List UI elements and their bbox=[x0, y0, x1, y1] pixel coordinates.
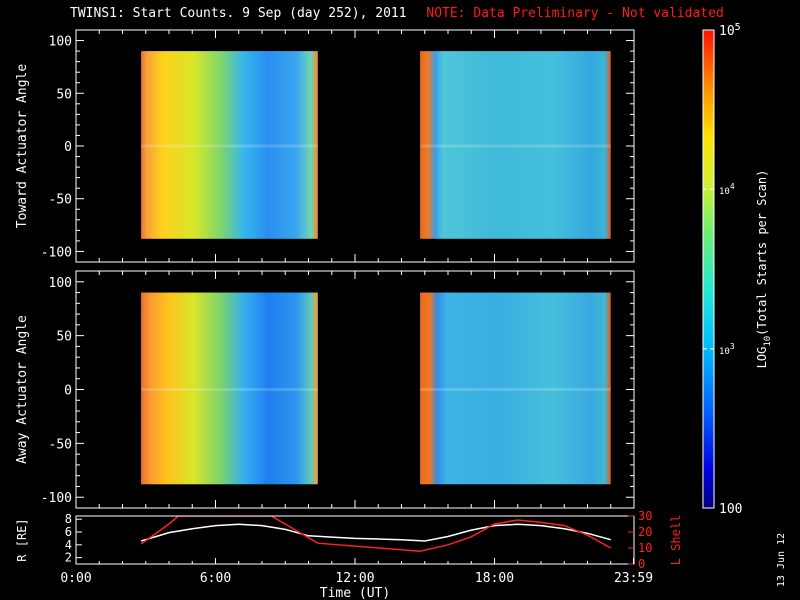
x-tick-label: 12:00 bbox=[335, 571, 374, 586]
ephemeris-ylabel: R [RE] bbox=[15, 518, 29, 561]
y-right-tick-label: 20 bbox=[638, 525, 652, 539]
y-tick-label: -50 bbox=[49, 437, 72, 452]
preliminary-note: NOTE: Data Preliminary - Not validated bbox=[426, 6, 724, 21]
colorbar-label: LOG10(Total Starts per Scan) bbox=[755, 170, 773, 369]
y-tick-label: 4 bbox=[65, 538, 72, 552]
plot-title-line: TWINS1: Start Counts. 9 Sep (day 252), 2… bbox=[70, 6, 724, 21]
x-tick-label: 6:00 bbox=[200, 571, 231, 586]
date-stamp: 13 Jun 12 bbox=[776, 533, 787, 587]
colorbar-scale bbox=[702, 29, 715, 509]
colorbar-tick-label: 103 bbox=[719, 342, 735, 357]
x-tick-label: 23:59 bbox=[614, 571, 653, 586]
y-tick-label: 0 bbox=[64, 140, 72, 155]
colorbar-tick-label: 105 bbox=[719, 22, 741, 39]
series-r-line bbox=[140, 523, 611, 542]
x-axis-label: Time (UT) bbox=[320, 586, 390, 600]
y-tick-label: 100 bbox=[49, 276, 72, 291]
y-tick-label: 0 bbox=[64, 384, 72, 399]
y-tick-label: -50 bbox=[49, 193, 72, 208]
away-data-block-2 bbox=[420, 292, 611, 485]
y-tick-label: -100 bbox=[41, 491, 72, 506]
away-data-block-1 bbox=[141, 292, 318, 485]
series-l-shell-line bbox=[140, 516, 612, 552]
away-ylabel: Away Actuator Angle bbox=[15, 315, 30, 464]
toward-data-block-1 bbox=[141, 51, 318, 239]
y-tick-label: 2 bbox=[65, 551, 72, 565]
y-right-tick-label: 0 bbox=[638, 557, 645, 571]
colorbar: 105 104 103 100 LOG10(Total Starts per Scan) bbox=[702, 22, 773, 517]
y-right-tick-label: 10 bbox=[638, 541, 652, 555]
colorbar-tick-label: 104 bbox=[719, 182, 735, 197]
toward-data-block-2 bbox=[420, 51, 611, 239]
y-tick-label: 8 bbox=[65, 512, 72, 526]
y-tick-label: -100 bbox=[41, 245, 72, 260]
y-tick-label: 50 bbox=[56, 330, 72, 345]
toward-zero-band-2 bbox=[420, 144, 611, 148]
y-tick-label: 6 bbox=[65, 525, 72, 539]
toward-ylabel: Toward Actuator Angle bbox=[15, 64, 30, 229]
toward-panel: 100 50 0 -50 -100 Toward Actuator Angle bbox=[15, 29, 635, 263]
y-tick-label: 50 bbox=[56, 87, 72, 102]
x-tick-label: 0:00 bbox=[60, 571, 91, 586]
away-zero-band-2 bbox=[420, 388, 611, 391]
colorbar-tick-label: 100 bbox=[719, 502, 742, 517]
x-tick-label: 18:00 bbox=[475, 571, 514, 586]
ephemeris-ylabel-right: L Shell bbox=[669, 515, 683, 566]
away-panel: 100 50 0 -50 -100 Away Actuator Angle bbox=[15, 270, 635, 509]
toward-zero-band-1 bbox=[141, 144, 318, 148]
y-tick-label: 100 bbox=[49, 35, 72, 50]
away-zero-band-1 bbox=[141, 388, 318, 391]
plot-title: TWINS1: Start Counts. 9 Sep (day 252), 2… bbox=[70, 6, 407, 21]
y-right-tick-label: 30 bbox=[638, 509, 652, 523]
